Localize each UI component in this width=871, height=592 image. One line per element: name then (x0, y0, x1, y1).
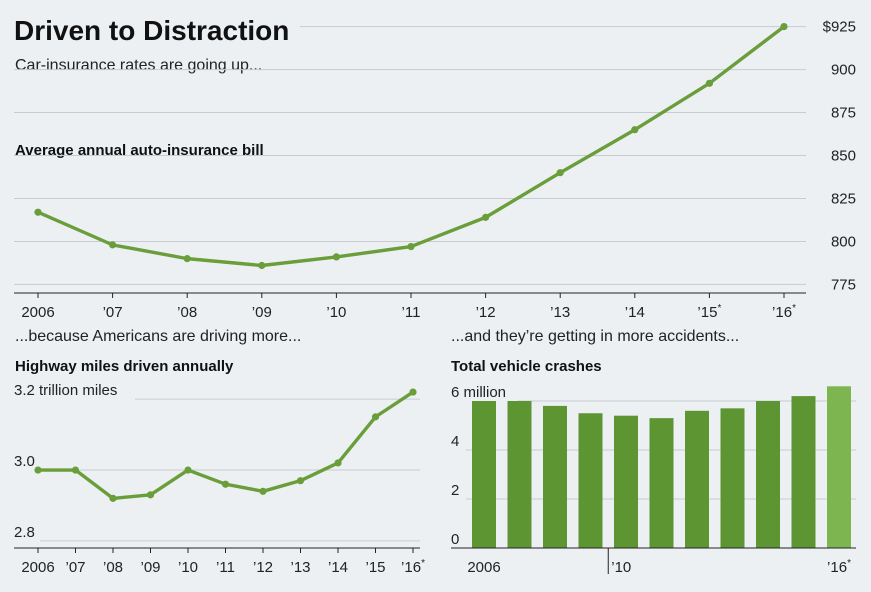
x-tick-label: ’08 (103, 559, 123, 576)
y-tick-label: 2 (451, 482, 459, 499)
x-tick-label: 2006 (467, 559, 500, 576)
crash-bar (614, 415, 638, 548)
x-tick-label: ’13 (550, 304, 570, 321)
x-tick-label: ’14 (625, 304, 645, 321)
dek-top: Car-insurance rates are going up... (15, 57, 262, 74)
x-tick-label: ’09 (140, 559, 160, 576)
data-point (109, 494, 117, 502)
dek-right: ...and they’re getting in more accidents… (451, 328, 739, 345)
x-tick-label: ’15 (365, 559, 385, 576)
y-tick-label: 800 (831, 233, 856, 250)
insurance-chart-title: Average annual auto-insurance bill (15, 142, 264, 159)
x-tick-label: ’16* (401, 558, 425, 576)
data-point (109, 241, 117, 249)
x-tick-label: ’07 (103, 304, 123, 321)
y-tick-label: 4 (451, 433, 459, 450)
data-point (34, 466, 42, 474)
miles-chart-title: Highway miles driven annually (15, 358, 234, 375)
crash-bar (507, 401, 532, 548)
x-tick-label: ’14 (328, 559, 348, 576)
data-point (183, 255, 191, 263)
x-tick-label: ’10 (326, 304, 346, 321)
x-tick-label: ’13 (290, 559, 310, 576)
headline: Driven to Distraction (14, 15, 289, 46)
crashes-chart-title: Total vehicle crashes (451, 358, 602, 375)
x-tick-label: ’08 (177, 304, 197, 321)
x-tick-label: ’12 (253, 559, 273, 576)
crash-bar (720, 408, 745, 548)
crash-bar (685, 410, 709, 548)
x-tick-label: ’10 (611, 559, 631, 576)
x-tick-label: ’11 (216, 559, 235, 576)
x-tick-label: ’16* (772, 303, 796, 321)
y-tick-label: 900 (831, 62, 856, 79)
dek-left: ...because Americans are driving more... (15, 328, 301, 345)
data-point (184, 466, 192, 474)
data-point (71, 466, 80, 474)
data-point (34, 208, 42, 216)
data-point (332, 253, 340, 261)
data-point (409, 388, 417, 396)
data-point (296, 477, 305, 485)
y-tick-label: 825 (831, 190, 856, 207)
data-point (259, 487, 267, 495)
data-point (371, 413, 380, 421)
y-tick-label: 775 (831, 276, 856, 293)
x-tick-label: ’09 (252, 304, 272, 321)
data-point (334, 459, 342, 467)
data-point (407, 242, 415, 251)
x-tick-label: ’07 (65, 559, 85, 576)
y-tick-label: 850 (831, 148, 856, 165)
x-tick-label: 2006 (21, 304, 54, 321)
x-tick-label: ’16* (827, 558, 851, 576)
y-tick-label: 3.0 (14, 453, 35, 470)
y-tick-label: $925 (823, 19, 856, 36)
crash-bar (543, 405, 567, 548)
x-tick-label: ’10 (178, 559, 198, 576)
data-point (258, 261, 266, 270)
insurance-chart: 775 800 825 850 875 900 $925 2006 ’07 ’08 ’09 ’10 ’1… (14, 19, 856, 321)
x-tick-label: ’15* (697, 303, 721, 321)
x-tick-label: ’12 (476, 304, 496, 321)
y-tick-label: 3.2 trillion miles (14, 382, 117, 399)
data-point (146, 491, 155, 499)
data-point (556, 169, 564, 177)
x-tick-label: 2006 (21, 559, 54, 576)
data-point (482, 213, 490, 221)
crash-bar (649, 418, 674, 548)
crash-bar (756, 401, 780, 548)
miles-chart: 2.8 3.0 3.2 trillion miles 2006 ’07 ’08 ’09 ’10… (14, 382, 425, 576)
y-tick-label: 2.8 (14, 524, 35, 541)
crashes-chart: 0 2 4 6 million 2006 ’10 ’16* (451, 384, 856, 576)
y-tick-label: 875 (831, 105, 856, 122)
y-tick-label: 0 (451, 531, 459, 548)
data-point (780, 22, 788, 31)
data-point (705, 79, 714, 87)
data-point (631, 126, 639, 134)
y-tick-label: 6 million (451, 384, 506, 401)
x-tick-label: ’11 (402, 304, 421, 321)
crash-bar (578, 413, 603, 548)
crash-bar (472, 401, 496, 548)
data-point (221, 480, 230, 488)
crash-bar (827, 386, 851, 548)
crash-bar (791, 396, 816, 548)
